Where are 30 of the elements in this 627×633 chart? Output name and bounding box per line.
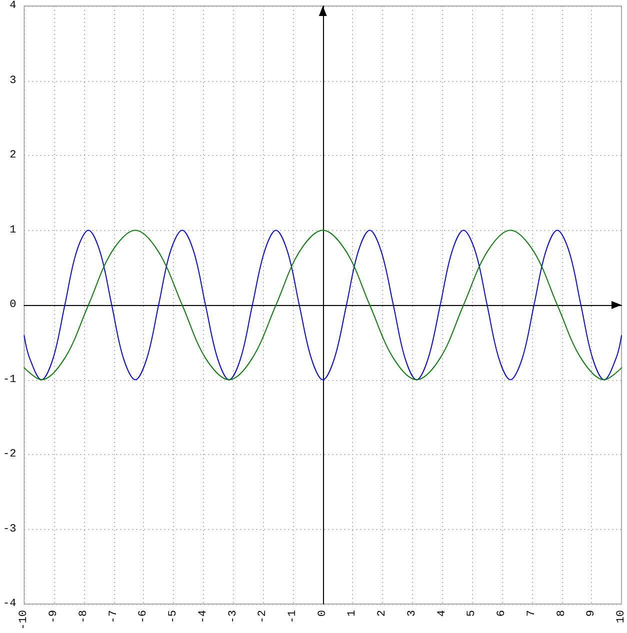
y-tick-label: -3 bbox=[3, 523, 16, 536]
x-tick-label: 8 bbox=[556, 610, 568, 617]
x-tick-label: -5 bbox=[168, 610, 180, 624]
y-tick-label: -1 bbox=[3, 374, 17, 386]
x-tick-label: -6 bbox=[138, 610, 150, 624]
x-tick-label: -4 bbox=[197, 610, 210, 624]
x-tick-label: -8 bbox=[78, 610, 90, 624]
y-tick-label: -2 bbox=[3, 448, 16, 460]
y-tick-label: 1 bbox=[10, 224, 17, 236]
x-tick-label: 4 bbox=[436, 610, 448, 617]
y-tick-label: 2 bbox=[10, 150, 16, 162]
x-tick-label: 5 bbox=[466, 610, 478, 617]
x-tick-label: -2 bbox=[257, 610, 270, 624]
x-tick-label: 3 bbox=[406, 610, 418, 617]
x-tick-label: 0 bbox=[316, 610, 329, 617]
x-tick-label: -7 bbox=[108, 610, 120, 624]
y-tick-label: 4 bbox=[10, 0, 17, 12]
x-tick-label: 7 bbox=[526, 610, 538, 617]
line-series bbox=[24, 230, 622, 380]
x-tick-label: 6 bbox=[496, 610, 508, 617]
x-tick-label: 1 bbox=[346, 610, 359, 617]
x-tick-label: -9 bbox=[48, 610, 60, 624]
y-tick-label: 3 bbox=[10, 74, 16, 87]
x-tick-label: 2 bbox=[376, 610, 389, 617]
x-tick-label: 9 bbox=[586, 610, 598, 617]
x-tick-label: 10 bbox=[616, 610, 627, 624]
x-tick-label: -10 bbox=[18, 610, 30, 630]
x-tick-label: -3 bbox=[227, 610, 240, 624]
x-tick-label: -1 bbox=[286, 610, 299, 624]
y-tick-label: 0 bbox=[10, 299, 16, 311]
